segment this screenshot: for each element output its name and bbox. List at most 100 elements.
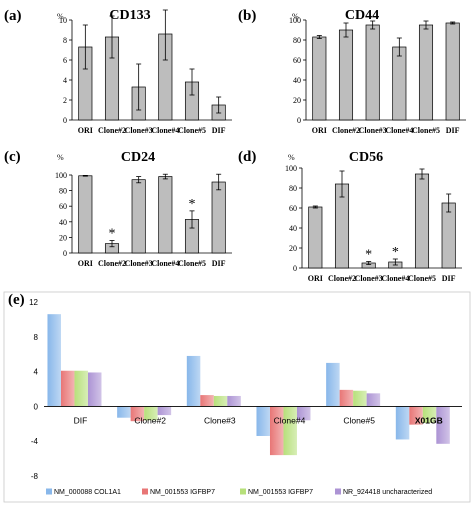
x-tick-label-b: Clone#2	[332, 126, 360, 135]
significance-star-d: *	[392, 245, 399, 260]
legend-label-e: NR_924418 uncharacterized	[343, 489, 432, 496]
x-tick-label-c: Clone#5	[178, 259, 206, 268]
bar-c	[211, 181, 226, 254]
y-tick-label-d: 40	[289, 224, 297, 233]
y-tick-label-d: 100	[285, 164, 297, 173]
y-tick-label-e: 4	[34, 368, 39, 377]
bar-e	[326, 362, 340, 407]
x-tick-label-c: Clone#3	[125, 259, 153, 268]
bar-d	[441, 202, 456, 269]
x-tick-label-b: DIF	[446, 126, 460, 135]
bar-b	[392, 46, 407, 121]
bar-e	[283, 406, 297, 456]
y-tick-label-b: 40	[293, 76, 301, 85]
x-tick-label-b: Clone#3	[359, 126, 387, 135]
y-tick-label-e: 0	[34, 402, 39, 411]
bar-e	[256, 406, 270, 436]
x-tick-label-d: ORI	[308, 274, 323, 283]
bar-b	[338, 29, 354, 121]
y-tick-label-c: 100	[55, 171, 67, 180]
x-tick-label-e: DIF	[74, 415, 88, 425]
chart-title-a: CD133	[109, 8, 150, 23]
y-tick-label-d: 80	[289, 184, 297, 193]
x-tick-label-c: Clone#4	[151, 259, 179, 268]
y-tick-label-e: -8	[31, 472, 39, 481]
y-tick-label-e: 8	[34, 333, 39, 342]
y-axis-unit-b: %	[292, 12, 299, 21]
bar-e	[436, 406, 450, 444]
x-tick-label-a: Clone#4	[151, 126, 179, 135]
x-tick-label-d: Clone#2	[328, 274, 356, 283]
legend-swatch-e	[142, 488, 148, 495]
x-tick-label-b: Clone#4	[385, 126, 413, 135]
bar-e	[87, 372, 102, 407]
legend-label-e: NM_000088 COL1A1	[54, 489, 121, 496]
y-tick-label-a: 10	[59, 16, 67, 25]
bar-e	[186, 355, 201, 407]
panel-label-c: (c)	[4, 149, 21, 165]
significance-star-c: *	[189, 197, 196, 212]
y-tick-label-b: 60	[293, 56, 301, 65]
y-tick-label-a: 6	[63, 56, 67, 65]
x-tick-label-a: Clone#3	[125, 126, 153, 135]
legend-label-e: NM_001553 IGFBP7	[150, 489, 215, 496]
y-tick-label-c: 20	[59, 233, 67, 242]
bar-b	[418, 24, 434, 121]
bar-e	[227, 395, 241, 407]
y-tick-label-a: 0	[63, 116, 67, 125]
x-tick-label-a: Clone#2	[98, 126, 126, 135]
y-tick-label-d: 20	[289, 244, 297, 253]
y-axis-unit-d: %	[288, 153, 295, 162]
bar-e	[130, 406, 145, 422]
bar-e	[200, 395, 214, 407]
bar-c	[78, 175, 93, 254]
x-tick-label-a: Clone#5	[178, 126, 206, 135]
x-tick-label-e: Clone#5	[343, 415, 375, 425]
y-tick-label-b: 80	[293, 36, 301, 45]
legend-swatch-e	[46, 488, 52, 495]
bar-e	[144, 406, 158, 421]
y-tick-label-c: 80	[59, 187, 67, 196]
y-tick-label-c: 40	[59, 218, 67, 227]
x-tick-label-e: Clone#4	[274, 415, 306, 425]
x-tick-label-c: ORI	[78, 259, 93, 268]
bar-e	[409, 406, 423, 425]
y-axis-unit-c: %	[57, 153, 64, 162]
bar-b	[365, 24, 380, 121]
bar-e	[213, 395, 228, 407]
chart-title-d: CD56	[349, 150, 383, 165]
x-tick-label-d: Clone#3	[355, 274, 383, 283]
panel-label-b: (b)	[238, 8, 256, 24]
bar-c	[158, 176, 173, 254]
bar-e	[74, 370, 88, 407]
y-tick-label-a: 4	[63, 76, 67, 85]
bar-e	[366, 393, 381, 407]
legend-swatch-e	[335, 488, 341, 495]
x-tick-label-e: Clone#2	[134, 415, 166, 425]
bar-d	[414, 173, 430, 269]
legend-swatch-e	[240, 488, 246, 495]
bar-e	[60, 370, 75, 407]
y-tick-label-a: 2	[63, 96, 67, 105]
x-tick-label-d: Clone#4	[381, 274, 409, 283]
y-tick-label-a: 8	[63, 36, 67, 45]
bar-e	[395, 406, 410, 440]
y-tick-label-d: 60	[289, 204, 297, 213]
x-tick-label-a: DIF	[212, 126, 226, 135]
x-tick-label-d: DIF	[442, 274, 456, 283]
x-tick-label-e: X01GB	[415, 415, 443, 425]
x-tick-label-b: ORI	[312, 126, 327, 135]
y-tick-label-e: 12	[29, 298, 38, 307]
x-tick-label-c: DIF	[212, 259, 226, 268]
bar-c	[131, 179, 146, 254]
bar-e	[157, 406, 172, 416]
bar-e	[269, 406, 284, 456]
chart-title-b: CD44	[345, 8, 379, 23]
y-tick-label-b: 100	[289, 16, 301, 25]
significance-star-d: *	[365, 248, 372, 263]
x-tick-label-c: Clone#2	[98, 259, 126, 268]
bar-e	[422, 406, 437, 423]
bar-d	[308, 206, 323, 269]
bar-e	[47, 314, 61, 407]
